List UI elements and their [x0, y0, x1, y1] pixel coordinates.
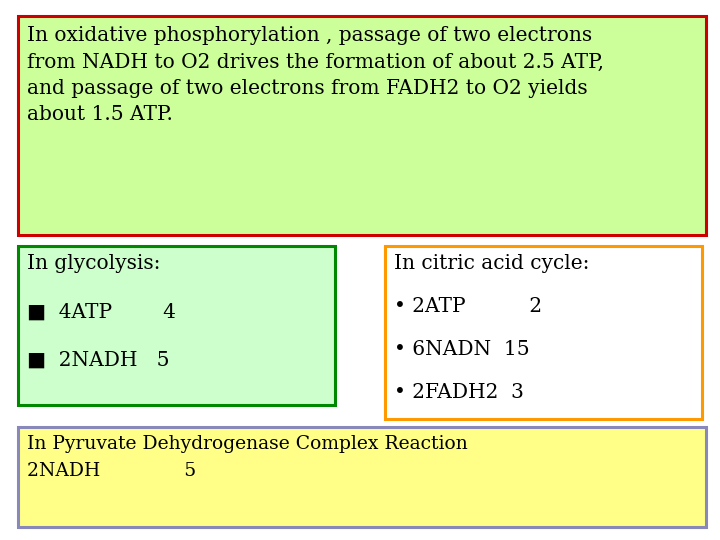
Text: In oxidative phosphorylation , passage of two electrons
from NADH to O2 drives t: In oxidative phosphorylation , passage o…	[27, 26, 603, 124]
Text: • 6NADN  15: • 6NADN 15	[394, 340, 529, 359]
FancyBboxPatch shape	[18, 246, 335, 405]
Text: ■  4ATP        4: ■ 4ATP 4	[27, 302, 176, 321]
FancyBboxPatch shape	[18, 427, 706, 526]
FancyBboxPatch shape	[18, 16, 706, 235]
Text: • 2ATP          2: • 2ATP 2	[394, 297, 542, 316]
Text: In citric acid cycle:: In citric acid cycle:	[394, 254, 590, 273]
Text: ■  2NADH   5: ■ 2NADH 5	[27, 351, 169, 370]
Text: In glycolysis:: In glycolysis:	[27, 254, 160, 273]
Text: • 2FADH2  3: • 2FADH2 3	[394, 383, 523, 402]
FancyBboxPatch shape	[385, 246, 702, 418]
Text: In Pyruvate Dehydrogenase Complex Reaction
2NADH              5: In Pyruvate Dehydrogenase Complex Reacti…	[27, 435, 467, 481]
